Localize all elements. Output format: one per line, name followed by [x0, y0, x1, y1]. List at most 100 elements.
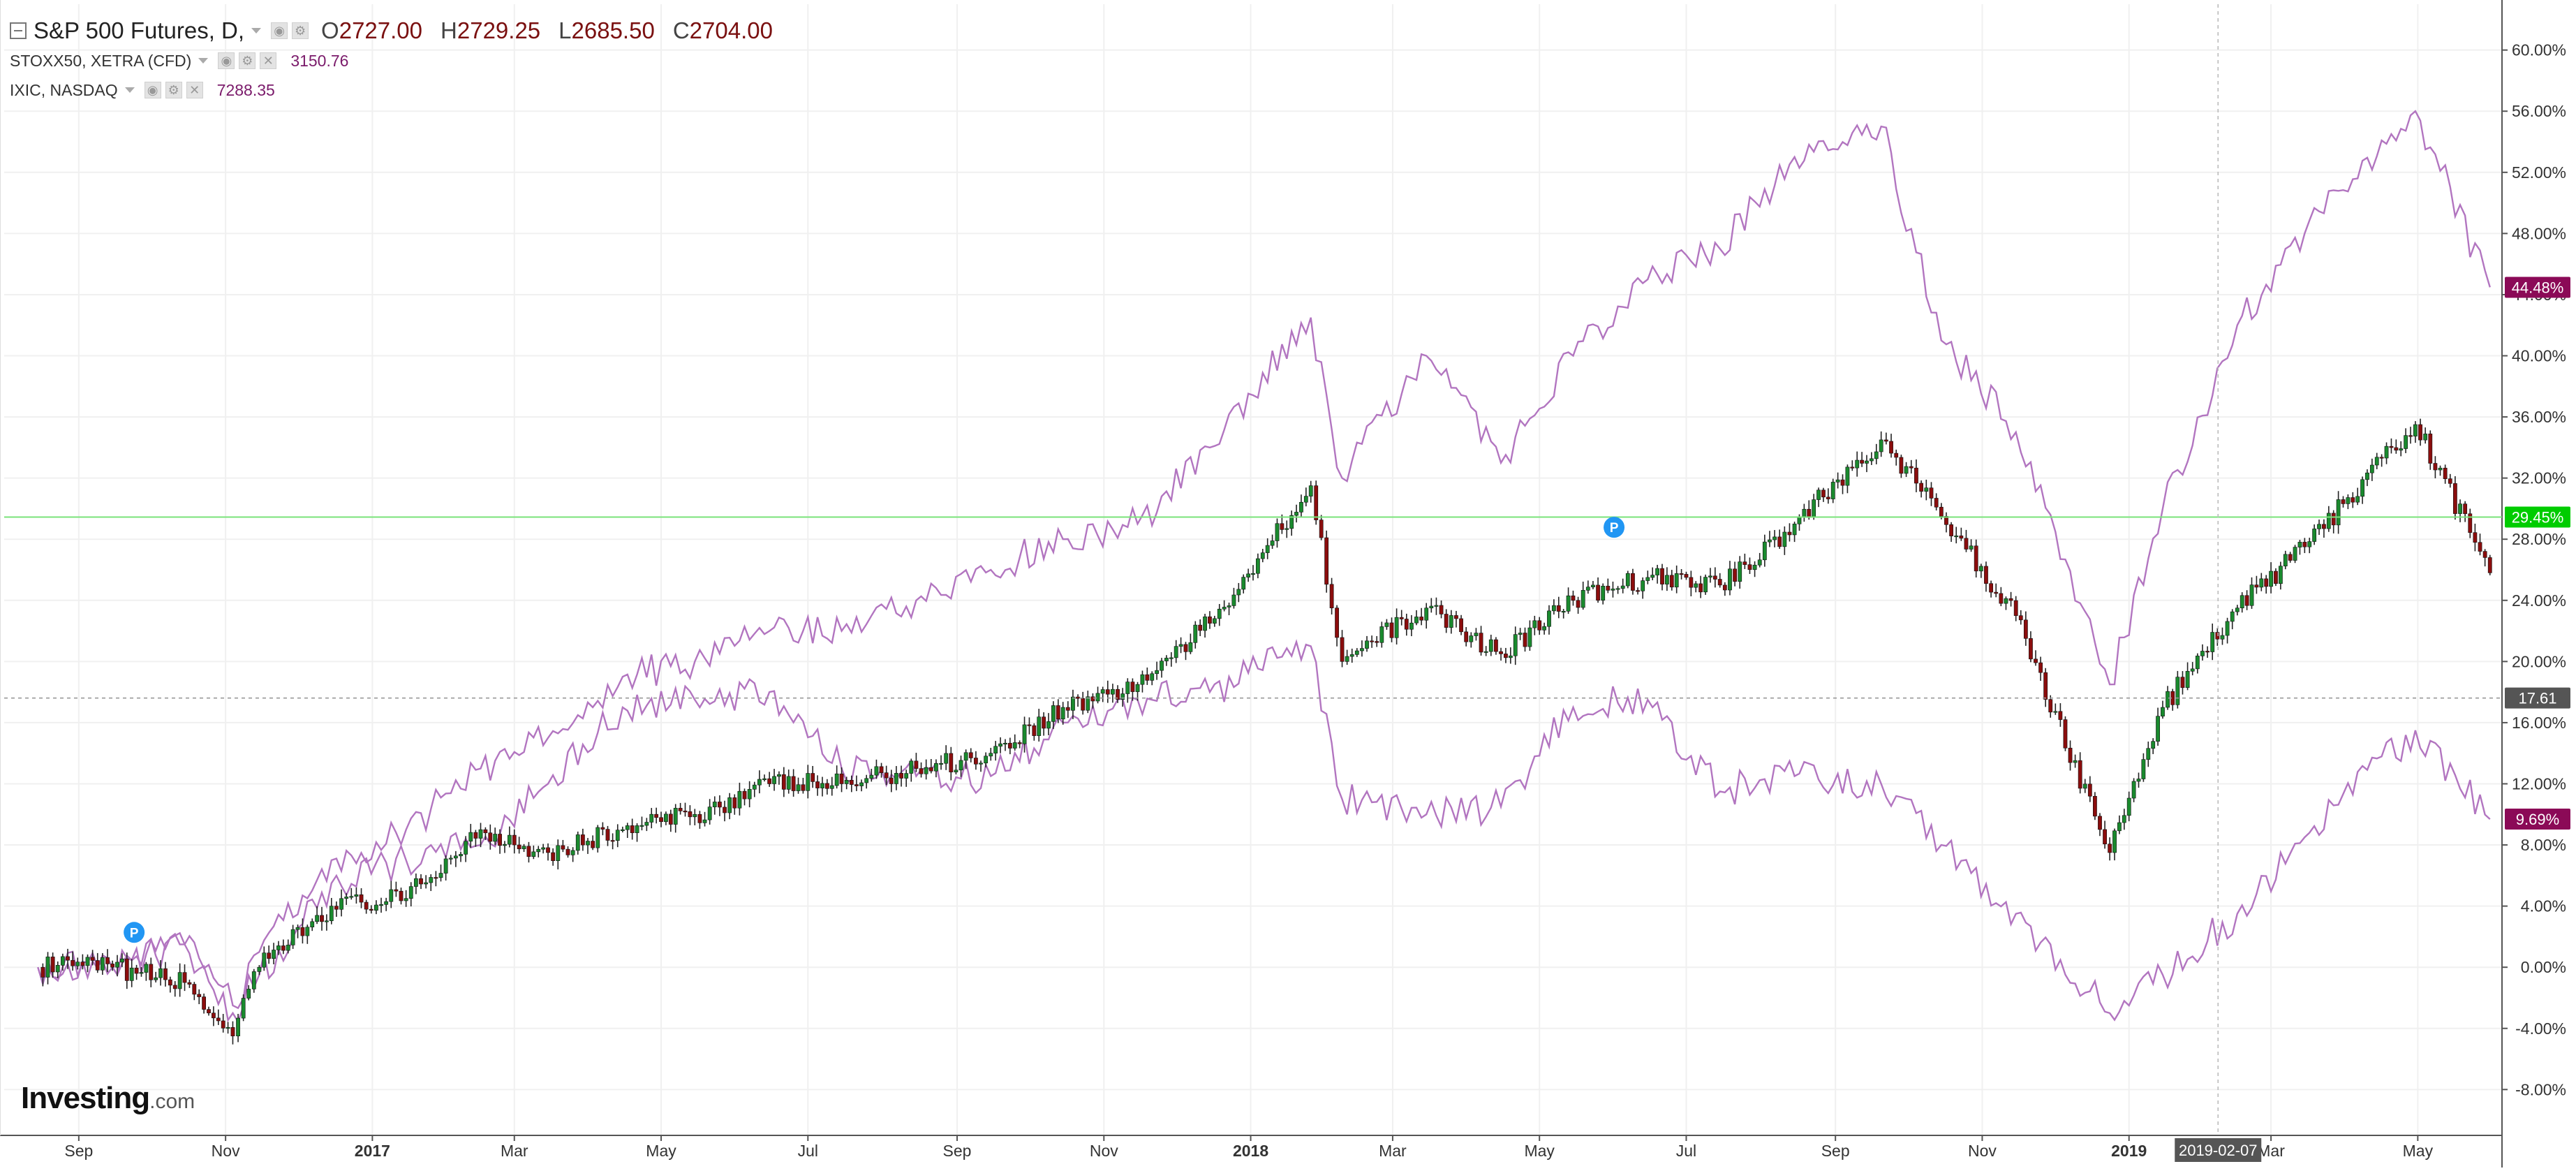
- gear-icon[interactable]: ⚙: [165, 82, 182, 98]
- candle-body: [1183, 644, 1188, 652]
- candle-body: [1086, 696, 1090, 711]
- candle-body: [1365, 640, 1369, 649]
- stoxx-series-line[interactable]: [37, 639, 2491, 1024]
- candle-body: [2185, 670, 2190, 688]
- candle-body: [483, 829, 488, 834]
- candle-body: [110, 964, 115, 968]
- candle-body: [1499, 651, 1503, 654]
- candle-body: [1978, 566, 1983, 572]
- candle-body: [824, 783, 829, 789]
- ixic-symbol[interactable]: IXIC, NASDAQ: [10, 80, 118, 99]
- candle-body: [1065, 707, 1070, 711]
- candle-body: [473, 832, 478, 839]
- price-marker-label[interactable]: P: [130, 926, 139, 941]
- candle-body: [1566, 595, 1571, 612]
- chevron-down-icon[interactable]: [198, 58, 209, 64]
- close-icon[interactable]: ✕: [186, 82, 203, 98]
- candle-body: [241, 998, 246, 1019]
- compare-legend-stoxx[interactable]: STOXX50, XETRA (CFD) ◉ ⚙ ✕ 3150.76: [10, 46, 783, 75]
- candle-body: [2151, 741, 2156, 749]
- gear-icon[interactable]: ⚙: [239, 52, 256, 69]
- stoxx-symbol[interactable]: STOXX50, XETRA (CFD): [10, 51, 192, 70]
- candle-body: [344, 897, 349, 899]
- y-axis-tick-label: 24.00%: [2512, 591, 2566, 610]
- candle-body: [1518, 633, 1523, 635]
- candle-body: [1547, 610, 1551, 627]
- y-axis-tick-label: 8.00%: [2521, 836, 2566, 854]
- candle-body: [149, 964, 154, 980]
- candle-body: [1835, 479, 1840, 483]
- candle-body: [1581, 590, 1585, 608]
- candle-body: [1722, 584, 1727, 591]
- candle-body: [464, 841, 468, 855]
- price-marker-label[interactable]: P: [1610, 521, 1619, 536]
- candle-body: [786, 776, 791, 790]
- candle-body: [958, 760, 963, 771]
- candle-body: [246, 989, 251, 999]
- chevron-down-icon[interactable]: [124, 87, 135, 93]
- candle-body: [1203, 616, 1207, 631]
- price-marker-circle[interactable]: [124, 922, 145, 943]
- eye-icon[interactable]: ◉: [144, 82, 161, 98]
- candle-body: [105, 957, 110, 964]
- candle-body: [2141, 759, 2146, 779]
- candle-body: [829, 785, 834, 789]
- candle-body: [2156, 716, 2160, 742]
- candle-body: [1924, 487, 1929, 492]
- candle-body: [1698, 583, 1703, 593]
- candle-body: [1022, 724, 1027, 744]
- y-axis-tick-label: -4.00%: [2515, 1019, 2566, 1038]
- candle-body: [2254, 584, 2259, 588]
- candle-body: [478, 829, 483, 839]
- ixic-series-line[interactable]: [37, 110, 2491, 1010]
- candle-body: [546, 847, 550, 853]
- candle-body: [839, 773, 844, 784]
- candle-body: [2413, 424, 2418, 436]
- candle-body: [448, 857, 453, 860]
- close-icon[interactable]: ✕: [260, 52, 277, 69]
- candle-body: [1551, 605, 1556, 612]
- candle-body: [879, 766, 884, 773]
- candle-body: [2195, 656, 2200, 670]
- candle-body: [2112, 830, 2117, 853]
- candle-body: [300, 927, 305, 936]
- candle-body: [100, 957, 105, 971]
- eye-icon[interactable]: ◉: [271, 22, 288, 39]
- collapse-icon[interactable]: [10, 22, 27, 39]
- candle-body: [1275, 523, 1280, 541]
- candle-body: [40, 966, 45, 978]
- candle-body: [290, 929, 295, 945]
- candle-body: [389, 889, 394, 902]
- y-axis-tick-label: 12.00%: [2512, 774, 2566, 793]
- candle-body: [591, 841, 595, 848]
- y-axis-tick-label: 32.00%: [2512, 469, 2566, 487]
- y-axis-tick-label: 52.00%: [2512, 163, 2566, 182]
- eye-icon[interactable]: ◉: [218, 52, 235, 69]
- y-axis-tick-label: 20.00%: [2512, 652, 2566, 670]
- price-marker-circle[interactable]: [1604, 517, 1625, 538]
- crosshair-date-badge: 2019-02-07: [2179, 1142, 2258, 1159]
- candle-body: [144, 964, 149, 973]
- candle-body: [1105, 689, 1110, 695]
- x-axis-labels: Sep Nov 2017 Mar May Jul Sep Nov 2018 Mar May Jul Se…: [64, 1135, 2434, 1160]
- candle-body: [2463, 503, 2468, 515]
- candle-body: [1150, 673, 1155, 681]
- candle-body: [1728, 568, 1732, 591]
- candle-body: [211, 1012, 216, 1019]
- candle-body: [1285, 528, 1289, 530]
- candle-body: [95, 960, 100, 971]
- candle-body: [1959, 536, 1964, 539]
- main-series-legend[interactable]: S&P 500 Futures, D, ◉ ⚙ O 2727.00 H 2729.2…: [10, 15, 783, 46]
- candle-body: [45, 957, 50, 978]
- gear-icon[interactable]: ⚙: [292, 22, 309, 39]
- candle-body: [1606, 585, 1611, 591]
- candle-body: [1845, 466, 1850, 486]
- compare-legend-ixic[interactable]: IXIC, NASDAQ ◉ ⚙ ✕ 7288.35: [10, 75, 783, 105]
- chevron-down-icon[interactable]: [251, 28, 262, 34]
- candle-body: [1360, 648, 1364, 651]
- main-symbol[interactable]: S&P 500 Futures, D,: [34, 17, 245, 43]
- candle-body: [1674, 573, 1679, 588]
- candle-body: [1116, 688, 1120, 700]
